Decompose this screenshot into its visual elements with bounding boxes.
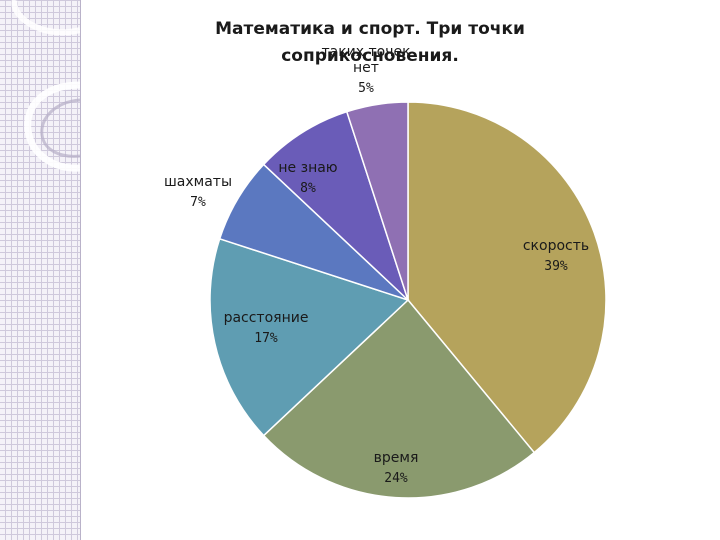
pie-slice-1 xyxy=(262,298,536,499)
slice-label-2: расстояние xyxy=(224,310,309,326)
pie-labels: скорость 39% время 24% расстояние 17% шахматы 7… xyxy=(164,44,589,486)
decorative-swirl xyxy=(11,0,80,172)
slice-percent-0: 39% xyxy=(544,259,568,274)
slice-label-0: скорость xyxy=(523,238,589,254)
pie-slice-2 xyxy=(209,237,410,437)
slice-percent-3: 7% xyxy=(190,195,206,210)
pie-slice-4 xyxy=(262,110,409,301)
pie-slice-5 xyxy=(345,101,409,301)
slice-percent-4: 8% xyxy=(300,181,316,196)
slice-percent-1: 24% xyxy=(384,471,408,486)
slice-label-4: не знаю xyxy=(278,160,337,176)
chart-title-line1: Математика и спорт. Три точки xyxy=(215,19,525,39)
slice-label-1: время xyxy=(374,450,419,466)
pie-slices xyxy=(209,101,607,499)
decorative-side-panel xyxy=(0,0,81,540)
pie-slice-0 xyxy=(407,101,607,454)
slice-label-3: шахматы xyxy=(164,174,232,190)
slice-percent-2: 17% xyxy=(254,331,278,346)
slice-percent-5: 5% xyxy=(358,81,374,96)
chart-title-line2: соприкосновения. xyxy=(281,46,459,66)
slice-label-5: таких точек нет xyxy=(321,44,410,76)
